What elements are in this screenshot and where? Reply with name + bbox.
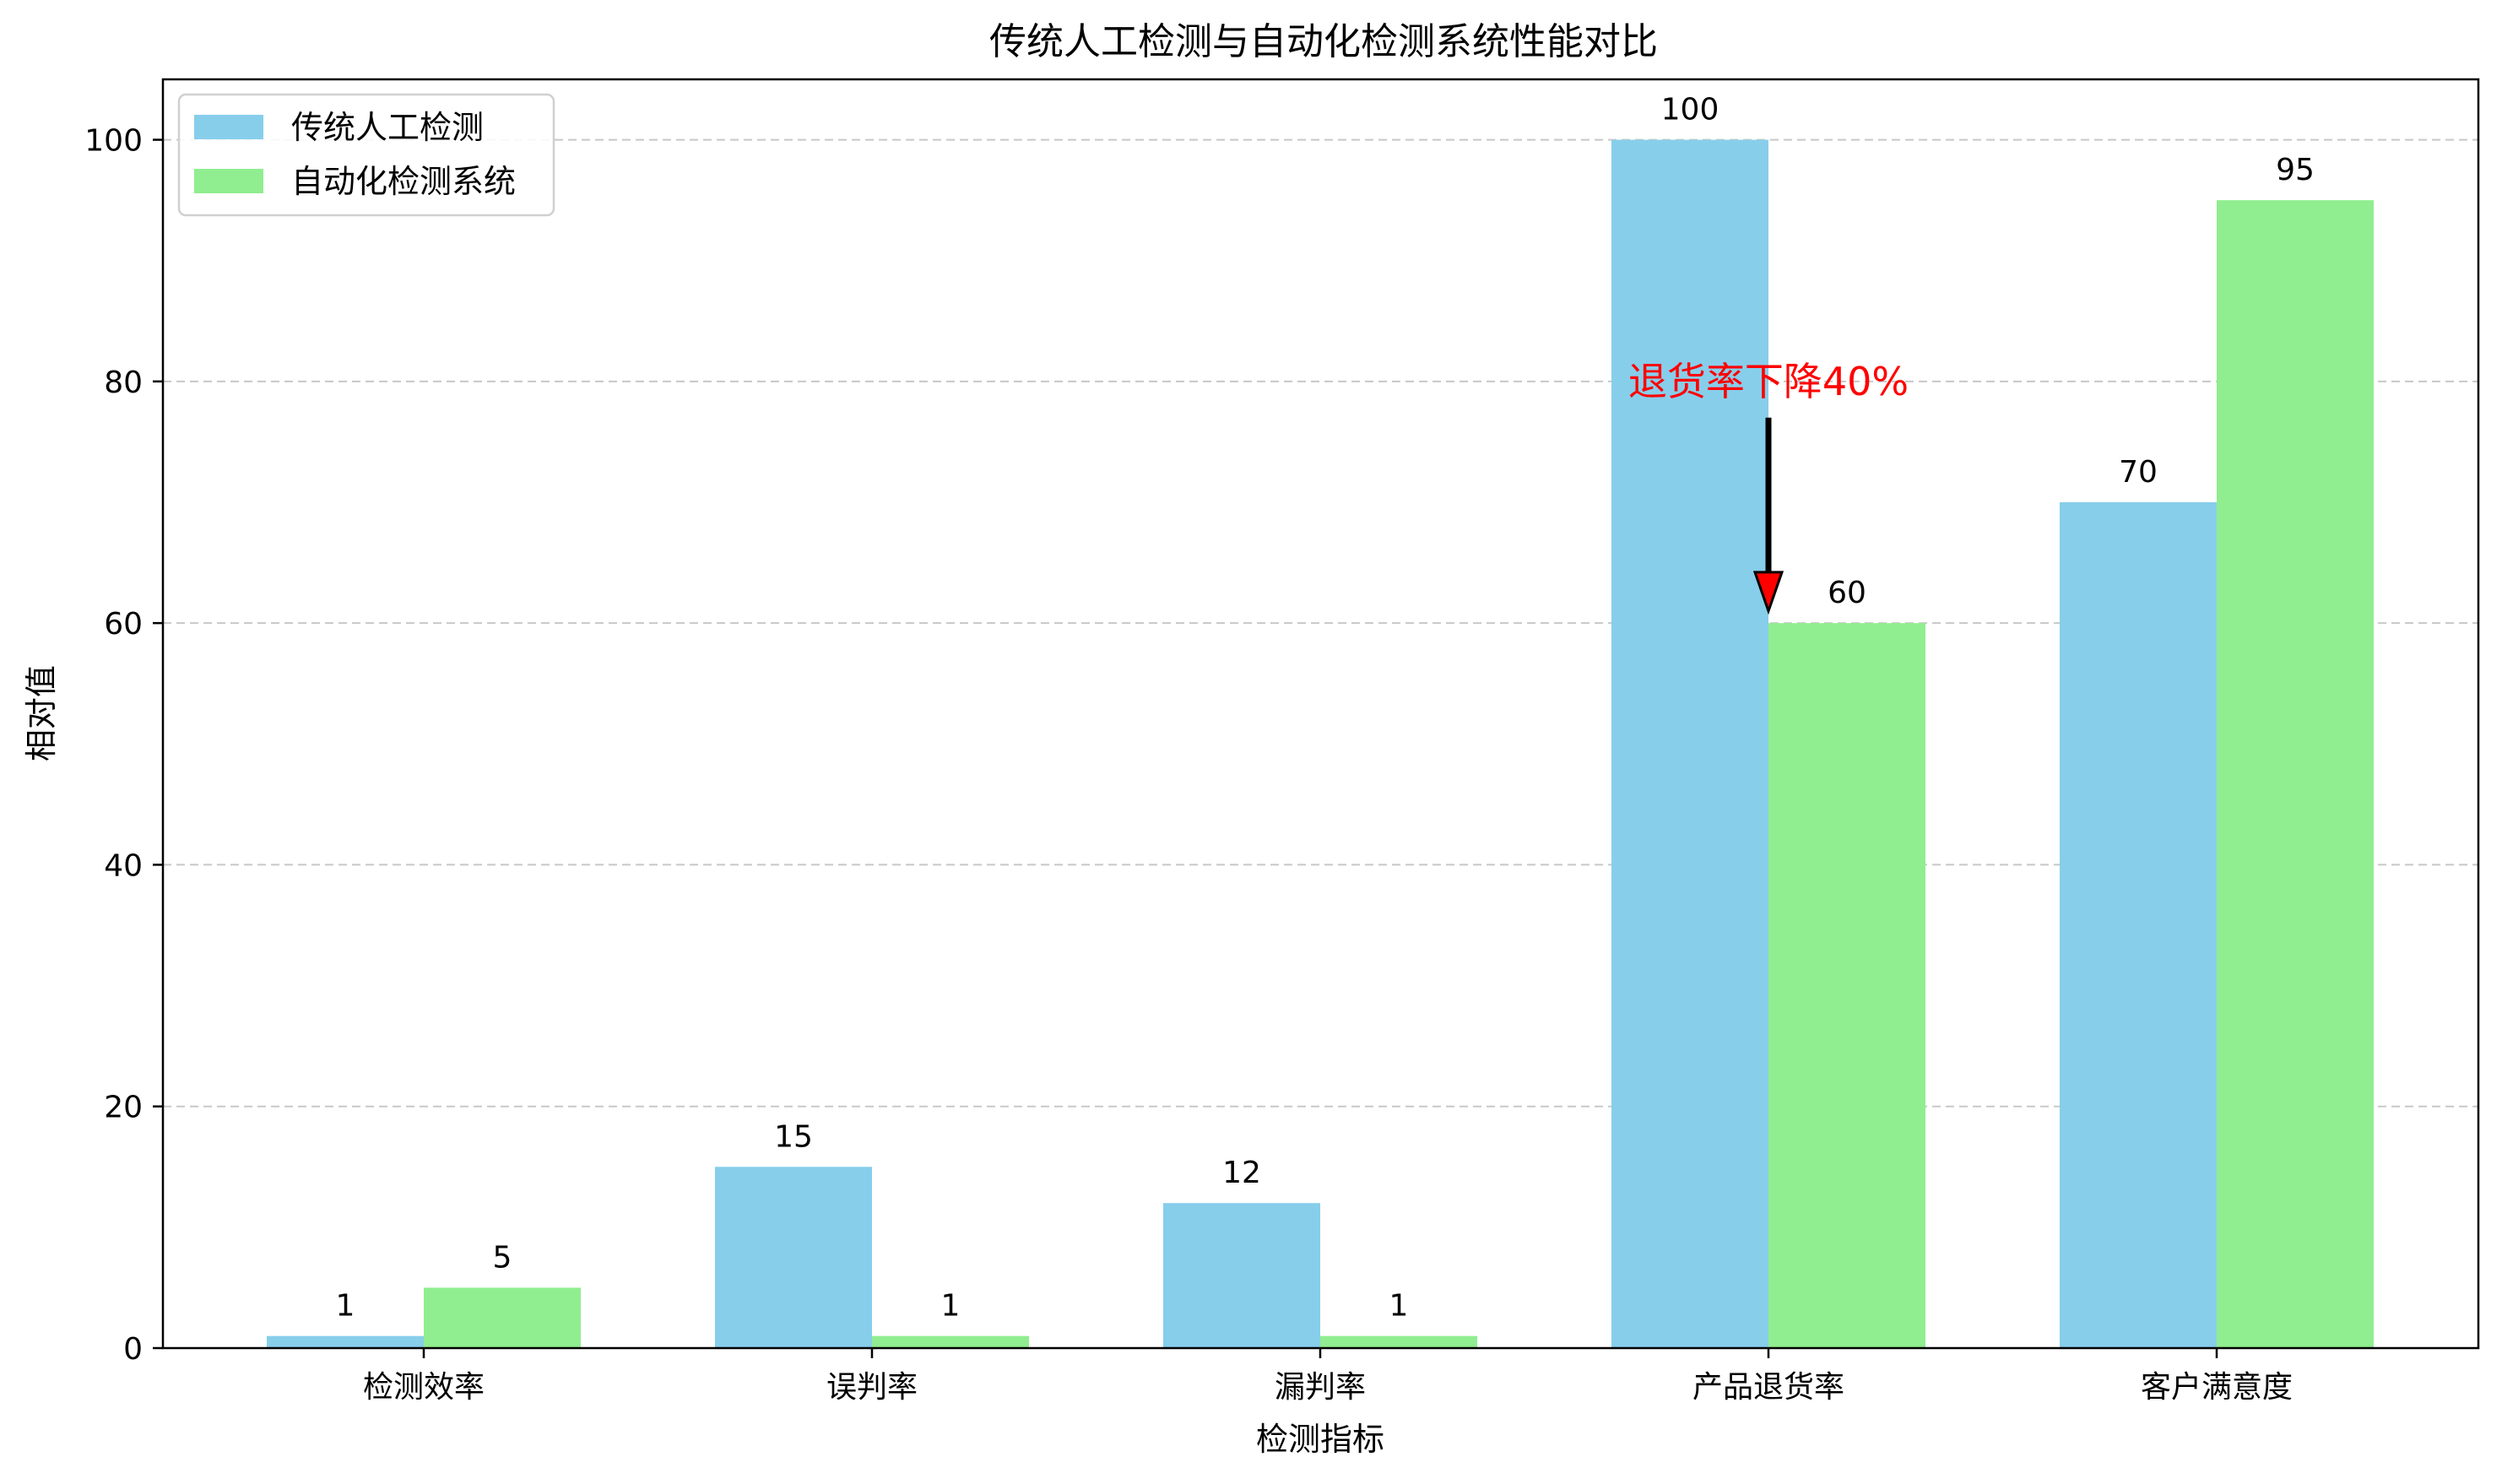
- y-tick-label: 20: [104, 1091, 143, 1125]
- x-tick-label: 漏判率: [1275, 1370, 1366, 1405]
- legend-swatch-series-2: [194, 169, 263, 193]
- bar-value-label: 60: [1828, 576, 1866, 610]
- bar-series-2-1[interactable]: [872, 1335, 1029, 1348]
- y-tick-label: 100: [84, 124, 143, 159]
- bar-value-label: 1: [1389, 1289, 1409, 1324]
- legend-swatch-series-1: [194, 115, 263, 139]
- x-tick-label: 检测效率: [363, 1370, 485, 1405]
- y-ticks: 0 20 40 60 80 100: [84, 124, 163, 1367]
- bar-value-label: 1: [941, 1289, 961, 1324]
- legend-box: [177, 93, 555, 217]
- bar-value-label: 12: [1222, 1156, 1261, 1190]
- annotation-layer: 退货率下降40%: [1628, 359, 1909, 615]
- annotation-arrow-head: [1752, 571, 1784, 615]
- bar-series-2-4[interactable]: [2217, 200, 2374, 1349]
- bar-value-label: 70: [2119, 455, 2158, 490]
- y-axis-label: 相对值: [23, 665, 60, 761]
- x-tick-label: 产品退货率: [1692, 1370, 1844, 1405]
- bar-series-2-2[interactable]: [1320, 1335, 1477, 1348]
- legend-label-series-2: 自动化检测系统: [291, 163, 516, 200]
- bar-series-1-2[interactable]: [1163, 1203, 1320, 1348]
- x-axis-label: 检测指标: [1256, 1421, 1384, 1458]
- x-tick-label: 客户满意度: [2141, 1370, 2293, 1405]
- bar-series-2-3[interactable]: [1768, 623, 1925, 1348]
- annotation-text: 退货率下降40%: [1628, 359, 1909, 404]
- y-tick-label: 40: [104, 848, 143, 883]
- chart-title: 传统人工检测与自动化检测系统性能对比: [989, 20, 1658, 63]
- bar-value-label: 100: [1661, 93, 1719, 127]
- bar-series-1-0[interactable]: [267, 1335, 424, 1348]
- y-tick-label: 60: [104, 607, 143, 642]
- bar-value-label: 5: [493, 1240, 512, 1275]
- bar-series-2-0[interactable]: [424, 1287, 581, 1348]
- y-tick-label: 0: [123, 1332, 143, 1367]
- bar-value-label: 95: [2276, 153, 2315, 187]
- bar-value-label: 15: [774, 1119, 813, 1154]
- bars-layer: [267, 139, 2374, 1349]
- bar-series-1-3[interactable]: [1611, 139, 1768, 1349]
- x-tick-label: 误判率: [826, 1370, 918, 1405]
- legend[interactable]: 传统人工检测 自动化检测系统: [177, 93, 555, 217]
- bar-labels-layer: 1 15 12 100 70 5 1 1 60 95: [336, 93, 2315, 1324]
- y-tick-label: 80: [104, 366, 143, 400]
- bar-series-1-1[interactable]: [715, 1167, 872, 1348]
- bar-series-1-4[interactable]: [2060, 502, 2217, 1348]
- x-ticks: 检测效率 误判率 漏判率 产品退货率 客户满意度: [363, 1348, 2293, 1405]
- legend-label-series-1: 传统人工检测: [291, 109, 484, 146]
- bar-value-label: 1: [336, 1289, 355, 1324]
